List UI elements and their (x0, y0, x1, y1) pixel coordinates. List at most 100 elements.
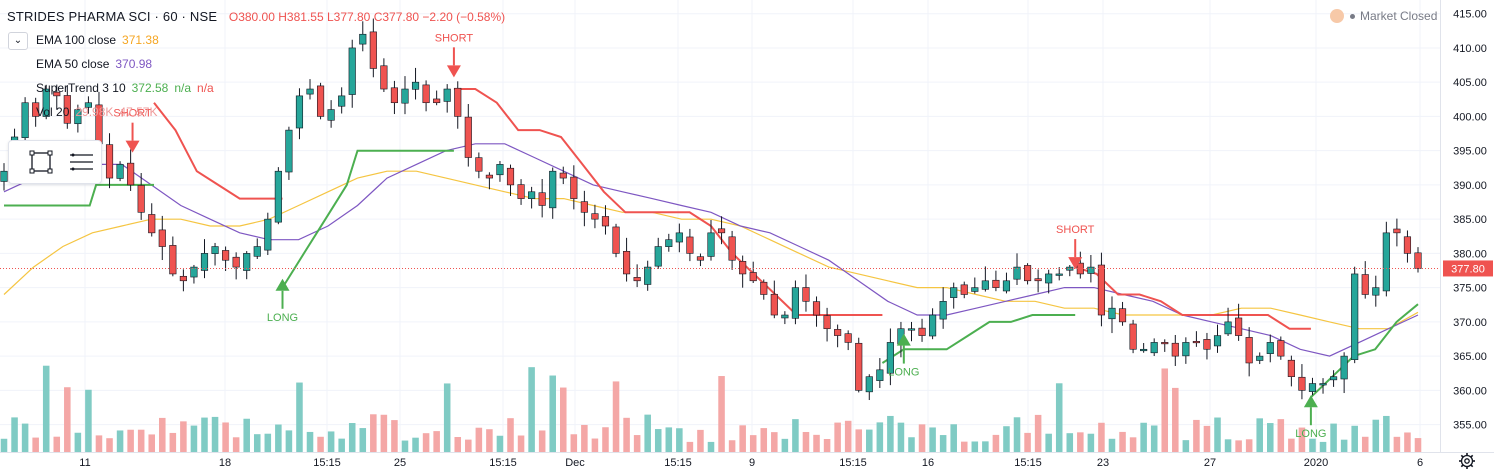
volume-bar (296, 382, 303, 452)
candle (0, 163, 8, 191)
candle-body (148, 214, 156, 234)
volume-bar (359, 428, 367, 452)
candle-body (612, 226, 620, 254)
candle (675, 223, 683, 253)
candle (369, 18, 377, 78)
candle-body (802, 287, 810, 302)
volume-bar (317, 436, 324, 452)
volume-bar (760, 428, 768, 452)
volume-bar (42, 365, 50, 452)
candle-body (232, 256, 240, 268)
volume-bar (443, 383, 451, 452)
candle (274, 167, 282, 225)
volume-bar (201, 417, 208, 452)
price-axis: 355.00 360.00 365.00 370.00 375.00 380.00 385.… (0, 0, 1493, 452)
indicator-row[interactable]: EMA 100 close 371.38 (36, 33, 165, 47)
volume-bar (1203, 425, 1211, 452)
x-tick-label: 15:15 (839, 457, 867, 469)
candle (116, 161, 124, 182)
candle-body (960, 284, 968, 295)
x-tick-label: 27 (1204, 457, 1216, 469)
volume-bar (433, 431, 440, 452)
y-tick-label: 380.00 (1453, 248, 1487, 260)
candle (316, 82, 325, 120)
volume-bar (876, 422, 884, 452)
candle (84, 96, 92, 114)
volume-bar (834, 422, 841, 452)
candle-body (760, 281, 768, 295)
short-signal: SHORT (435, 32, 473, 78)
candle-body (338, 95, 346, 107)
supertrend-segment (881, 314, 1076, 364)
y-tick-label: 410.00 (1453, 43, 1487, 55)
candle (200, 239, 209, 279)
long-signal: LONG (1295, 395, 1326, 440)
gear-icon[interactable] (1458, 452, 1476, 470)
low-value: L377.80 (326, 10, 371, 24)
candle (1013, 253, 1021, 285)
volume-bar (1414, 438, 1422, 452)
candle-body (1256, 355, 1264, 361)
volume-bar (232, 437, 240, 452)
candle (570, 165, 578, 210)
candle-body (348, 47, 356, 95)
indicator-row[interactable]: Vol 20 29.98K 47.57K (36, 105, 163, 119)
candle-body (717, 228, 726, 234)
candle (538, 179, 546, 218)
candle (992, 270, 1000, 292)
candle (1097, 252, 1106, 327)
candle (1203, 332, 1211, 360)
candle-body (633, 277, 641, 282)
indicator-row[interactable]: EMA 50 close 370.98 (36, 57, 158, 71)
volume-bar (939, 435, 947, 452)
candle (285, 126, 293, 180)
candle-body (528, 191, 536, 199)
long-signal: LONG (888, 333, 919, 379)
candle (306, 79, 314, 100)
volume-bar (528, 367, 535, 452)
candle (696, 253, 705, 267)
list-lines-icon[interactable] (67, 148, 95, 176)
x-tick-label: 2020 (1304, 457, 1328, 469)
candle (665, 233, 673, 252)
market-status-icon (1330, 9, 1344, 23)
volume-bar (64, 387, 71, 452)
supertrend-segment (1310, 303, 1419, 398)
candle (243, 251, 251, 280)
candle (971, 277, 979, 294)
candle-body (707, 232, 715, 257)
candle (1171, 334, 1179, 366)
volume-bar (348, 423, 356, 452)
candle (907, 321, 916, 342)
candle-body (464, 116, 472, 158)
volume-bar (285, 430, 293, 452)
candle (380, 58, 388, 93)
candle-body (1129, 323, 1137, 350)
candle (1330, 370, 1338, 387)
candle (770, 280, 778, 319)
x-tick-label: 15:15 (313, 457, 341, 469)
candles (0, 18, 1422, 401)
volume-bar (465, 439, 472, 452)
candle-body (517, 184, 525, 199)
volume-bar (1383, 415, 1390, 452)
candle-body (1372, 287, 1380, 296)
x-tick-label: 25 (394, 457, 406, 469)
indicator-row[interactable]: SuperTrend 3 10 372.58 n/a n/a (36, 81, 220, 95)
chevron-down-icon[interactable]: ⌄ (8, 32, 28, 50)
candle (517, 179, 525, 205)
candle-body (443, 88, 451, 102)
candle-body (950, 287, 958, 298)
volume-bar (275, 424, 282, 452)
volume-bar (855, 429, 863, 452)
short-signal: SHORT (113, 108, 152, 153)
candle (644, 260, 652, 291)
rectangle-select-icon[interactable] (27, 148, 55, 176)
candle-body (812, 301, 821, 316)
candle (1393, 218, 1401, 247)
candle-body (918, 327, 926, 336)
drawing-toolbox[interactable] (8, 140, 102, 184)
volume-bar (370, 414, 377, 452)
candle-body (1023, 265, 1032, 282)
